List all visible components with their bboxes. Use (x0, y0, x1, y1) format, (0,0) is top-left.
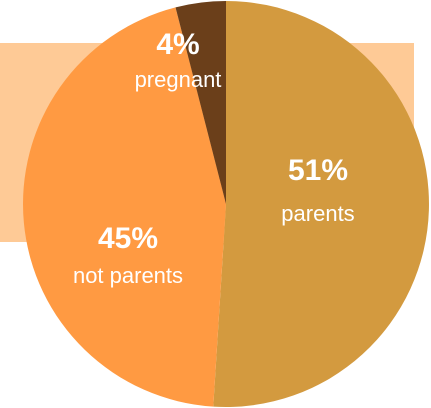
slice-pregnant-percent: 4% (156, 28, 199, 61)
pie-labels: 51% parents 45% not parents 4% pregnant (73, 28, 355, 288)
slice-pregnant-label: pregnant (135, 67, 222, 92)
pie-slices (23, 1, 429, 407)
slice-not-parents-percent: 45% (98, 222, 158, 255)
slice-parents-percent: 51% (288, 154, 348, 187)
slice-parents-label: parents (281, 201, 354, 226)
pie-slice-pregnant (175, 1, 226, 204)
pie-slice-parents (213, 1, 429, 407)
slice-not-parents-label: not parents (73, 263, 183, 288)
pie-slice-not-parents (23, 7, 226, 407)
